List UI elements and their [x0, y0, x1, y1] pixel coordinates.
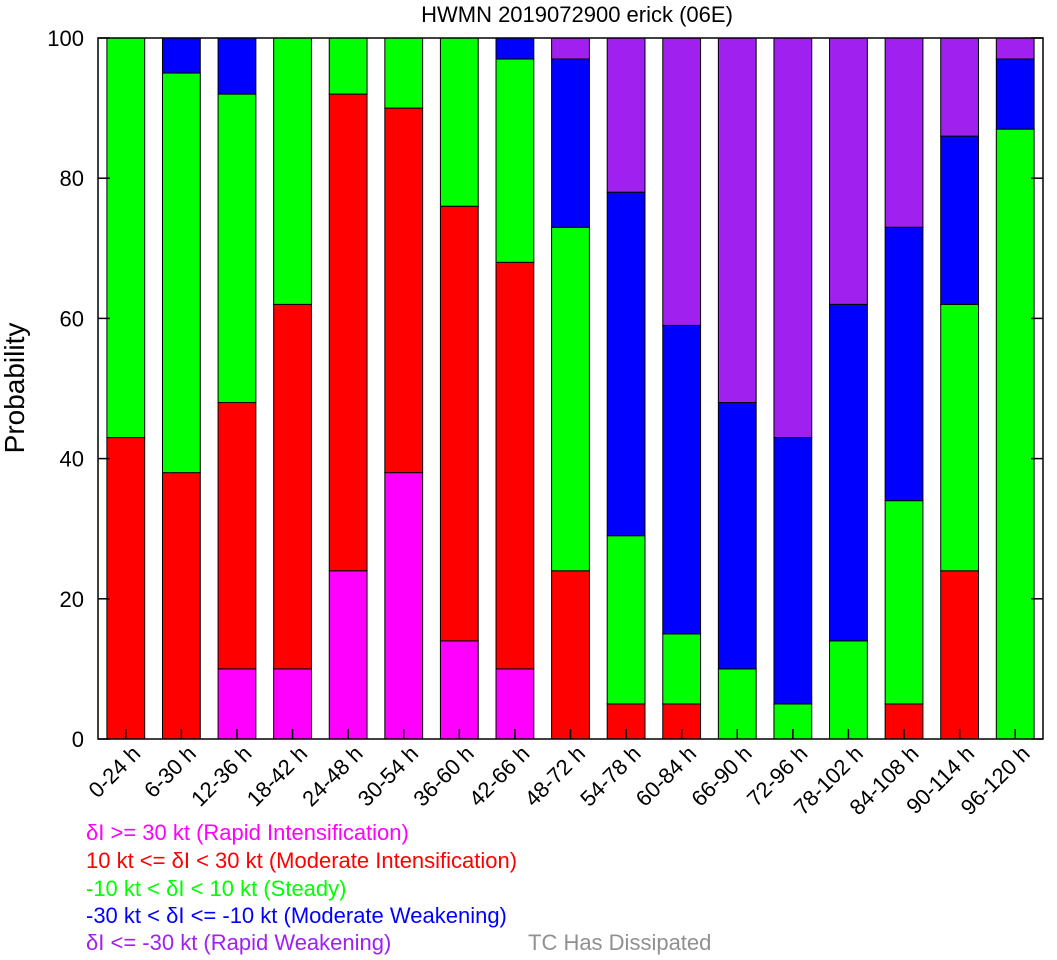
- bar-84-108-h-rapid-weakening: [884, 37, 924, 228]
- x-tick-label-18-42-h: 18-42 h: [242, 741, 312, 811]
- bar-12-36-h-steady: [217, 93, 257, 404]
- bar-18-42-h-moderate-intensification: [273, 303, 312, 670]
- x-tick-label-0-24-h: 0-24 h: [84, 741, 146, 803]
- bar-30-54-h-rapid-intensification: [384, 472, 424, 740]
- legend-moderate-weakening: -30 kt < δI <= -10 kt (Moderate Weakenin…: [86, 903, 507, 928]
- bar-48-72-h-steady: [551, 226, 590, 572]
- y-tick-label-100: 100: [47, 26, 84, 51]
- bar-48-72-h-moderate-intensification: [551, 570, 590, 740]
- bar-12-36-h-moderate-weakening: [217, 37, 257, 95]
- bar-48-72-h-moderate-weakening: [551, 58, 590, 228]
- bar-60-84-h-moderate-weakening: [662, 324, 702, 635]
- bar-66-90-h-moderate-weakening: [717, 402, 757, 670]
- bar-96-120-h-rapid-weakening: [995, 37, 1035, 60]
- bar-90-114-h-steady: [940, 303, 980, 572]
- x-tick-label-42-66-h: 42-66 h: [464, 741, 534, 811]
- x-tick-label-48-72-h: 48-72 h: [520, 741, 590, 811]
- bar-48-72-h-rapid-weakening: [551, 37, 590, 60]
- y-tick-label-80: 80: [60, 166, 84, 191]
- legend-tc-dissipated: TC Has Dissipated: [528, 930, 712, 955]
- legend-rapid-weakening: δI <= -30 kt (Rapid Weakening): [86, 930, 392, 955]
- bar-18-42-h-steady: [273, 37, 312, 305]
- bar-96-120-h-steady: [995, 128, 1035, 740]
- bar-24-48-h-steady: [328, 37, 368, 95]
- x-tick-label-36-60-h: 36-60 h: [408, 741, 478, 811]
- bar-42-66-h-rapid-intensification: [495, 668, 535, 740]
- y-tick-label-60: 60: [60, 306, 84, 331]
- bar-72-96-h-rapid-weakening: [773, 37, 813, 439]
- bar-54-78-h-rapid-weakening: [606, 37, 646, 193]
- bar-6-30-h-steady: [161, 72, 201, 474]
- bar-36-60-h-moderate-intensification: [439, 205, 479, 642]
- bar-12-36-h-rapid-intensification: [217, 668, 257, 740]
- y-ticks-group: 0 20 40 60 80 100: [47, 26, 1043, 752]
- legend-rapid-intensification: δI >= 30 kt (Rapid Intensification): [86, 820, 409, 845]
- bars-group: [106, 37, 1035, 740]
- legend-steady: -10 kt < δI < 10 kt (Steady): [86, 876, 347, 901]
- bar-78-102-h-moderate-weakening: [829, 303, 868, 642]
- bar-54-78-h-steady: [606, 535, 646, 705]
- bar-96-120-h-moderate-weakening: [995, 58, 1035, 130]
- y-tick-label-20: 20: [60, 587, 84, 612]
- bar-78-102-h-steady: [829, 640, 868, 740]
- x-tick-label-60-84-h: 60-84 h: [631, 741, 701, 811]
- bar-90-114-h-rapid-weakening: [940, 37, 980, 137]
- bar-60-84-h-rapid-weakening: [662, 37, 702, 326]
- bar-66-90-h-steady: [717, 668, 757, 740]
- x-tick-label-54-78-h: 54-78 h: [575, 741, 645, 811]
- y-tick-label-0: 0: [72, 727, 84, 752]
- bar-36-60-h-rapid-intensification: [439, 640, 479, 740]
- x-tick-label-24-48-h: 24-48 h: [297, 741, 367, 811]
- bar-6-30-h-moderate-intensification: [161, 472, 201, 740]
- y-axis-label: Probability: [0, 323, 30, 454]
- y-tick-label-40: 40: [60, 447, 84, 472]
- bar-12-36-h-moderate-intensification: [217, 402, 257, 670]
- bar-0-24-h-steady: [106, 37, 146, 439]
- bar-18-42-h-rapid-intensification: [273, 668, 312, 740]
- legend-moderate-intensification: 10 kt <= δI < 30 kt (Moderate Intensific…: [86, 848, 518, 873]
- bar-24-48-h-moderate-intensification: [328, 93, 368, 572]
- chart-title: HWMN 2019072900 erick (06E): [421, 2, 733, 27]
- bar-24-48-h-rapid-intensification: [328, 570, 368, 740]
- bar-30-54-h-moderate-intensification: [384, 107, 424, 474]
- bar-84-108-h-steady: [884, 500, 924, 705]
- bar-90-114-h-moderate-intensification: [940, 570, 980, 740]
- bar-72-96-h-moderate-weakening: [773, 437, 813, 705]
- bar-66-90-h-rapid-weakening: [717, 37, 757, 404]
- x-tick-label-66-90-h: 66-90 h: [686, 741, 756, 811]
- bar-84-108-h-moderate-weakening: [884, 226, 924, 502]
- x-tick-label-30-54-h: 30-54 h: [353, 741, 423, 811]
- x-ticks-group: 0-24 h6-30 h12-36 h18-42 h24-48 h30-54 h…: [84, 729, 1035, 820]
- bar-6-30-h-moderate-weakening: [161, 37, 201, 74]
- bar-42-66-h-moderate-intensification: [495, 261, 535, 670]
- bar-36-60-h-steady: [439, 37, 479, 207]
- bar-42-66-h-moderate-weakening: [495, 37, 535, 60]
- bar-42-66-h-steady: [495, 58, 535, 263]
- bar-30-54-h-steady: [384, 37, 424, 109]
- bar-78-102-h-rapid-weakening: [829, 37, 868, 305]
- bar-0-24-h-moderate-intensification: [106, 437, 146, 740]
- legend: δI >= 30 kt (Rapid Intensification) 10 k…: [0, 820, 1057, 960]
- x-tick-label-12-36-h: 12-36 h: [186, 741, 256, 811]
- bar-90-114-h-moderate-weakening: [940, 135, 980, 305]
- bar-60-84-h-steady: [662, 633, 702, 705]
- bar-54-78-h-moderate-weakening: [606, 191, 646, 537]
